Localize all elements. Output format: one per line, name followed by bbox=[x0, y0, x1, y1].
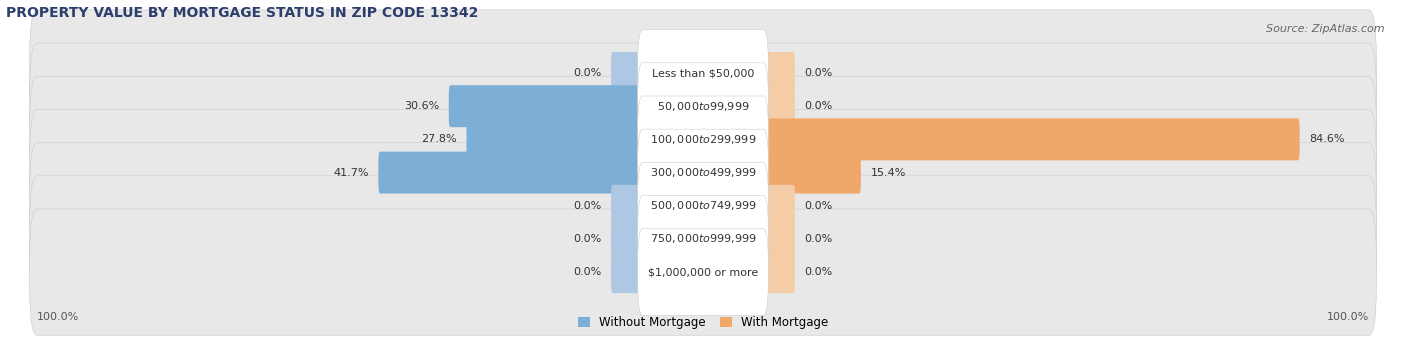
Text: 15.4%: 15.4% bbox=[870, 168, 905, 177]
Text: 0.0%: 0.0% bbox=[804, 201, 832, 211]
Text: Less than $50,000: Less than $50,000 bbox=[652, 68, 754, 78]
FancyBboxPatch shape bbox=[612, 218, 643, 260]
Text: $100,000 to $299,999: $100,000 to $299,999 bbox=[650, 133, 756, 146]
Text: 0.0%: 0.0% bbox=[804, 68, 832, 78]
FancyBboxPatch shape bbox=[763, 218, 794, 260]
FancyBboxPatch shape bbox=[30, 109, 1376, 236]
Text: $1,000,000 or more: $1,000,000 or more bbox=[648, 267, 758, 277]
FancyBboxPatch shape bbox=[638, 163, 768, 249]
Text: 100.0%: 100.0% bbox=[1326, 312, 1369, 322]
Text: 0.0%: 0.0% bbox=[574, 267, 602, 277]
FancyBboxPatch shape bbox=[763, 185, 794, 227]
Legend: Without Mortgage, With Mortgage: Without Mortgage, With Mortgage bbox=[578, 316, 828, 329]
FancyBboxPatch shape bbox=[612, 185, 643, 227]
Text: 100.0%: 100.0% bbox=[37, 312, 80, 322]
Text: 0.0%: 0.0% bbox=[804, 101, 832, 111]
FancyBboxPatch shape bbox=[763, 85, 794, 127]
Text: 0.0%: 0.0% bbox=[804, 267, 832, 277]
FancyBboxPatch shape bbox=[30, 142, 1376, 269]
FancyBboxPatch shape bbox=[763, 118, 1299, 160]
FancyBboxPatch shape bbox=[30, 76, 1376, 203]
Text: 27.8%: 27.8% bbox=[422, 134, 457, 144]
Text: 84.6%: 84.6% bbox=[1309, 134, 1344, 144]
FancyBboxPatch shape bbox=[378, 152, 643, 193]
Text: Source: ZipAtlas.com: Source: ZipAtlas.com bbox=[1267, 24, 1385, 34]
Text: $750,000 to $999,999: $750,000 to $999,999 bbox=[650, 233, 756, 245]
FancyBboxPatch shape bbox=[30, 176, 1376, 302]
Text: $300,000 to $499,999: $300,000 to $499,999 bbox=[650, 166, 756, 179]
FancyBboxPatch shape bbox=[638, 30, 768, 116]
FancyBboxPatch shape bbox=[612, 251, 643, 293]
Text: PROPERTY VALUE BY MORTGAGE STATUS IN ZIP CODE 13342: PROPERTY VALUE BY MORTGAGE STATUS IN ZIP… bbox=[6, 5, 478, 20]
FancyBboxPatch shape bbox=[638, 195, 768, 282]
FancyBboxPatch shape bbox=[763, 52, 794, 94]
FancyBboxPatch shape bbox=[30, 209, 1376, 335]
FancyBboxPatch shape bbox=[763, 251, 794, 293]
FancyBboxPatch shape bbox=[638, 63, 768, 150]
FancyBboxPatch shape bbox=[30, 10, 1376, 136]
FancyBboxPatch shape bbox=[638, 229, 768, 316]
FancyBboxPatch shape bbox=[467, 118, 643, 160]
FancyBboxPatch shape bbox=[449, 85, 643, 127]
FancyBboxPatch shape bbox=[638, 96, 768, 183]
Text: 0.0%: 0.0% bbox=[574, 201, 602, 211]
Text: $50,000 to $99,999: $50,000 to $99,999 bbox=[657, 100, 749, 113]
FancyBboxPatch shape bbox=[638, 129, 768, 216]
Text: 30.6%: 30.6% bbox=[404, 101, 439, 111]
Text: 0.0%: 0.0% bbox=[574, 68, 602, 78]
FancyBboxPatch shape bbox=[612, 52, 643, 94]
Text: 41.7%: 41.7% bbox=[333, 168, 368, 177]
Text: 0.0%: 0.0% bbox=[574, 234, 602, 244]
Text: $500,000 to $749,999: $500,000 to $749,999 bbox=[650, 199, 756, 212]
FancyBboxPatch shape bbox=[763, 152, 860, 193]
FancyBboxPatch shape bbox=[30, 43, 1376, 169]
Text: 0.0%: 0.0% bbox=[804, 234, 832, 244]
